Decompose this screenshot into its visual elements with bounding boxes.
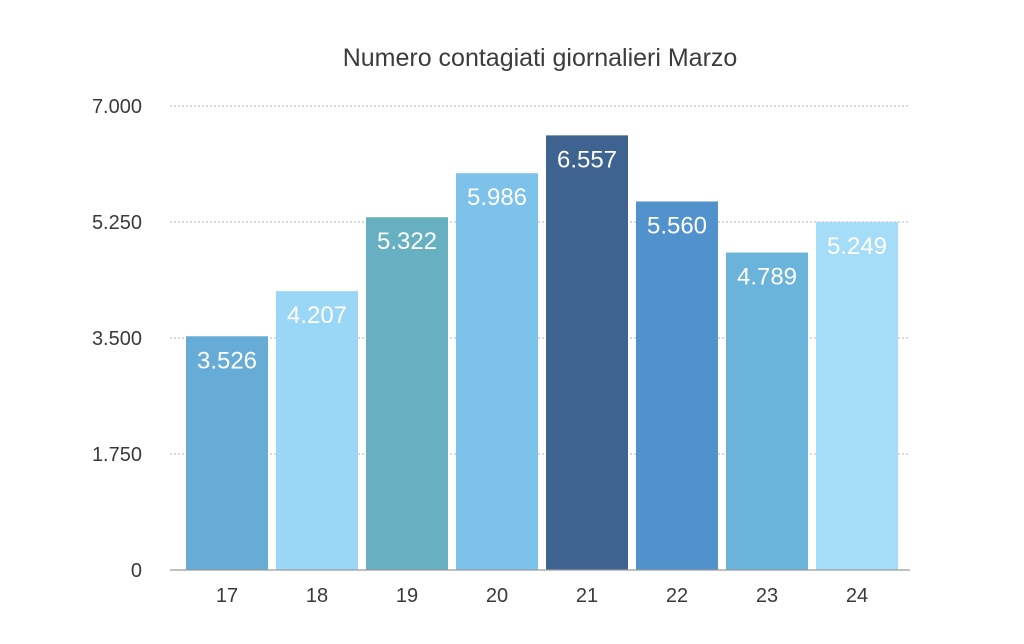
- bar: [186, 336, 268, 570]
- bar-value-label: 5.986: [467, 184, 527, 211]
- bar-value-label: 5.560: [647, 212, 707, 239]
- x-tick-label: 18: [306, 585, 328, 607]
- x-tick-label: 20: [486, 585, 508, 607]
- x-tick-label: 21: [576, 585, 598, 607]
- x-tick-label: 19: [396, 585, 418, 607]
- chart-title: Numero contagiati giornalieri Marzo: [342, 44, 738, 72]
- bar: [276, 291, 358, 570]
- x-tick-label: 24: [846, 585, 868, 607]
- y-axis-ticks: 0 1.750 3.500 5.250 7.000: [92, 96, 142, 582]
- y-tick-label: 1.750: [92, 444, 142, 466]
- x-tick-label: 22: [666, 585, 688, 607]
- x-tick-label: 17: [216, 585, 238, 607]
- bar: [726, 252, 808, 570]
- y-tick-label: 5.250: [92, 212, 142, 234]
- bar: [546, 135, 628, 571]
- bars: 3.526 4.207 5.322 5.986 6.557 5.560 4.789 5.249: [186, 135, 898, 571]
- x-tick-label: 23: [756, 585, 778, 607]
- bar: [636, 201, 718, 571]
- bar: [816, 222, 898, 570]
- x-axis-ticks: 17 18 19 20 21 22 23 24: [216, 585, 868, 607]
- bar-value-label: 5.322: [377, 228, 437, 255]
- y-tick-label: 3.500: [92, 328, 142, 350]
- bar-value-label: 4.207: [287, 302, 347, 329]
- bar-value-label: 3.526: [197, 347, 257, 374]
- y-tick-label: 0: [131, 560, 142, 582]
- bar-value-label: 5.249: [827, 233, 887, 260]
- bar: [366, 217, 448, 571]
- bar: [456, 173, 538, 570]
- bar-value-label: 4.789: [737, 264, 797, 291]
- bar-value-label: 6.557: [557, 146, 617, 173]
- y-tick-label: 7.000: [92, 96, 142, 118]
